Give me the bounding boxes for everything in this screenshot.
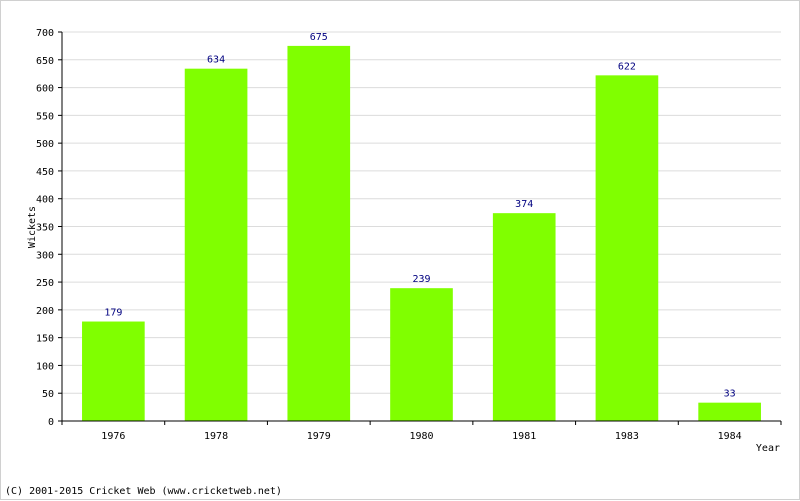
y-tick-label: 350: [36, 223, 54, 234]
y-tick-label: 250: [36, 278, 54, 289]
bar: [82, 321, 145, 421]
y-tick-label: 400: [36, 195, 54, 206]
x-tick-label: 1978: [204, 431, 228, 442]
data-label: 374: [515, 199, 533, 210]
y-tick-label: 450: [36, 167, 54, 178]
y-tick-label: 100: [36, 361, 54, 372]
y-tick-label: 650: [36, 56, 54, 67]
y-tick-label: 300: [36, 250, 54, 261]
x-tick-label: 1979: [307, 431, 331, 442]
y-tick-label: 700: [36, 28, 54, 39]
y-tick-label: 0: [48, 417, 54, 428]
data-label: 675: [310, 32, 328, 43]
y-tick-label: 200: [36, 306, 54, 317]
data-label: 634: [207, 55, 225, 66]
bar: [492, 213, 556, 421]
x-tick-label: 1976: [101, 431, 125, 442]
data-label: 239: [412, 274, 430, 285]
y-axis-title: Wickets: [27, 206, 38, 248]
data-label: 622: [618, 61, 636, 72]
y-tick-label: 50: [42, 389, 54, 400]
y-tick-label: 550: [36, 111, 54, 122]
bar: [390, 288, 453, 421]
bar: [595, 75, 659, 422]
data-label: 33: [724, 389, 736, 400]
x-axis-title: Year: [756, 443, 780, 454]
x-tick-label: 1981: [512, 431, 536, 442]
x-tick-label: 1984: [718, 431, 742, 442]
bar: [184, 68, 248, 422]
y-tick-label: 600: [36, 84, 54, 95]
bar: [698, 402, 761, 421]
x-tick-label: 1980: [409, 431, 433, 442]
data-label: 179: [104, 308, 122, 319]
x-tick-label: 1983: [615, 431, 639, 442]
copyright-notice: (C) 2001-2015 Cricket Web (www.cricketwe…: [5, 486, 282, 497]
y-tick-label: 500: [36, 139, 54, 150]
bar: [287, 45, 351, 422]
y-tick-label: 150: [36, 334, 54, 345]
